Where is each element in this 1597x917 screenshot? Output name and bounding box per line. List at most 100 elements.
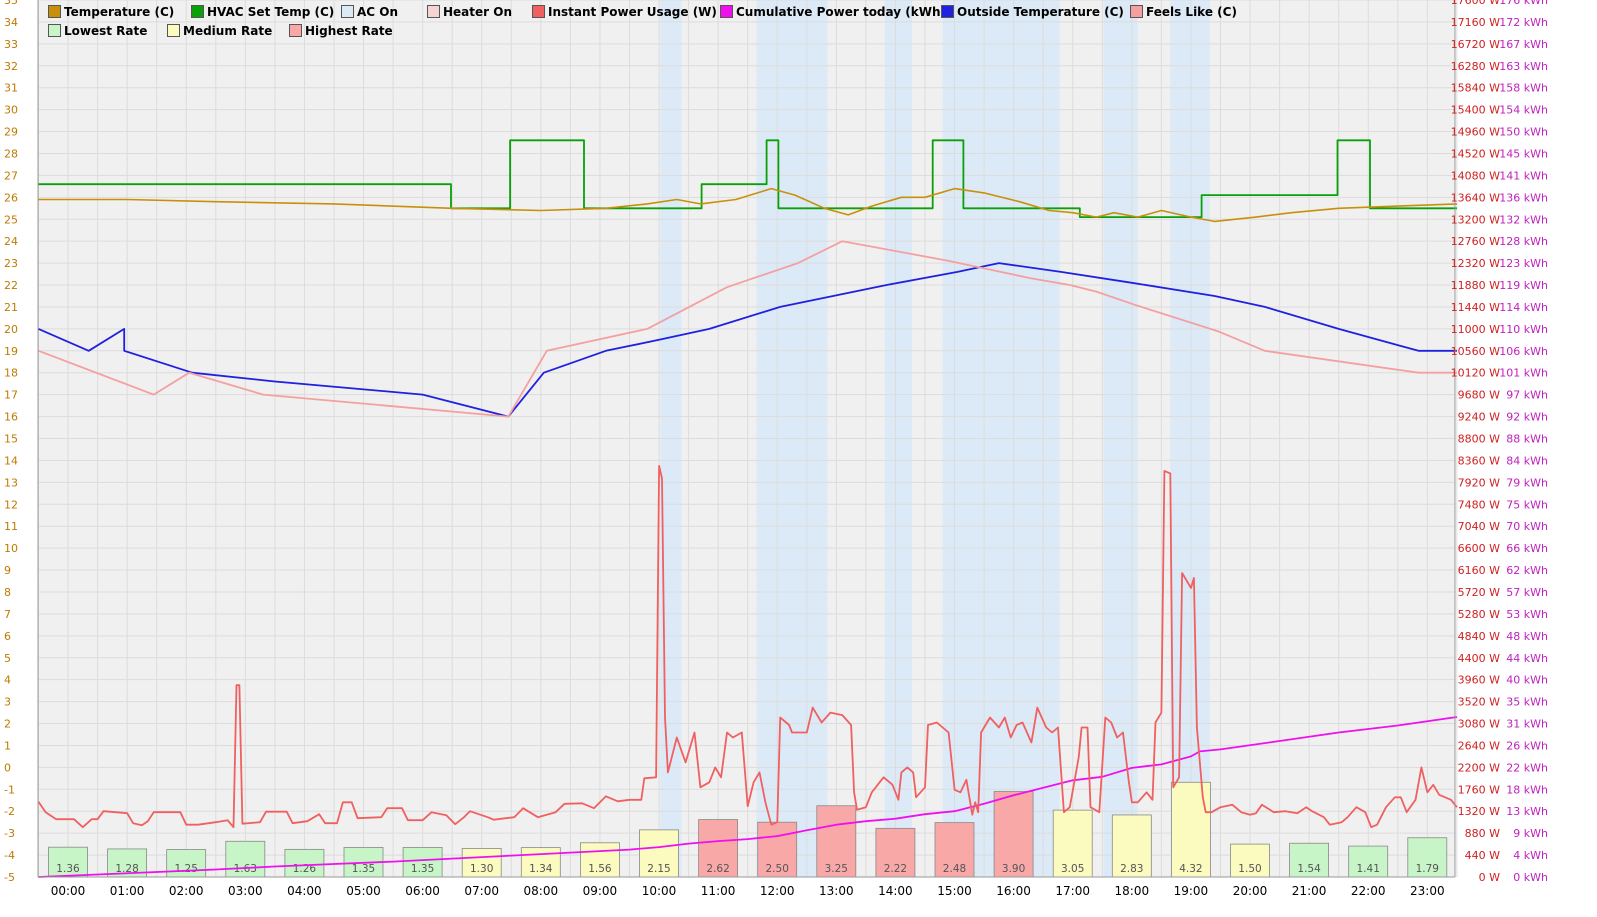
x-tick-label: 12:00 xyxy=(760,884,795,898)
right-watt-tick-label: 6600 W xyxy=(1458,542,1500,555)
right-watt-tick-label: 11000 W xyxy=(1451,323,1500,336)
x-tick-label: 23:00 xyxy=(1410,884,1445,898)
right-kwh-tick-label: 31 kWh xyxy=(1506,718,1548,731)
right-kwh-tick-label: 119 kWh xyxy=(1499,279,1548,292)
left-tick-label: 34 xyxy=(4,16,18,29)
legend-swatch xyxy=(191,5,204,18)
left-tick-label: 4 xyxy=(4,674,11,687)
left-tick-label: 12 xyxy=(4,498,18,511)
right-kwh-tick-label: 123 kWh xyxy=(1499,257,1548,270)
legend-item: Highest Rate xyxy=(289,22,393,40)
left-tick-label: 14 xyxy=(4,454,18,467)
legend-label: Cumulative Power today (kWh) xyxy=(736,5,946,19)
rate-bar xyxy=(520,847,561,878)
left-tick-label: 31 xyxy=(4,82,18,95)
right-kwh-tick-label: 22 kWh xyxy=(1506,761,1548,774)
left-tick-label: 15 xyxy=(4,433,18,446)
left-tick-label: 10 xyxy=(4,542,18,555)
rate-bar-labels: 1.36 1.28 1.25 1.63 1.26 1.35 1.35 1.30 1.34 1.56… xyxy=(56,863,1439,875)
left-tick-label: 18 xyxy=(4,367,18,380)
legend-item: Feels Like (C) xyxy=(1130,3,1237,21)
legend-swatch xyxy=(48,24,61,37)
rate-bar-label: 2.62 xyxy=(706,863,729,875)
rate-bar xyxy=(284,848,325,878)
right-watt-tick-label: 13640 W xyxy=(1451,191,1500,204)
rate-bar xyxy=(639,829,679,878)
x-tick-label: 17:00 xyxy=(1055,884,1090,898)
left-tick-label: 25 xyxy=(4,213,18,226)
right-kwh-tick-label: 48 kWh xyxy=(1506,630,1548,643)
right-watt-tick-label: 4400 W xyxy=(1458,652,1500,665)
series-line xyxy=(38,716,1458,878)
rate-bar-label: 1.79 xyxy=(1416,863,1439,875)
right-watt-tick-label: 8800 W xyxy=(1458,433,1500,446)
left-tick-label: 23 xyxy=(4,257,18,270)
x-tick-label: 15:00 xyxy=(937,884,972,898)
legend-swatch xyxy=(289,24,302,37)
left-tick-label: 1 xyxy=(4,739,11,752)
right-watt-tick-label: 13200 W xyxy=(1451,213,1500,226)
left-tick-label: 8 xyxy=(4,586,11,599)
right-watt-tick-label: 10120 W xyxy=(1451,367,1500,380)
right-watt-tick-label: 4840 W xyxy=(1458,630,1500,643)
right-watt-tick-label: 3960 W xyxy=(1458,674,1500,687)
rate-bar xyxy=(461,848,502,878)
right-kwh-tick-label: 57 kWh xyxy=(1506,586,1548,599)
legend-swatch xyxy=(427,5,440,18)
x-tick-label: 04:00 xyxy=(287,884,322,898)
rate-bar xyxy=(1348,845,1389,878)
legend-item: AC On xyxy=(341,3,398,21)
left-tick-label: 26 xyxy=(4,191,18,204)
rate-bar-label: 3.05 xyxy=(1061,863,1084,875)
right-watt-tick-label: 15400 W xyxy=(1451,104,1500,117)
legend-item: Temperature (C) xyxy=(48,3,174,21)
legend-swatch xyxy=(941,5,954,18)
x-tick-label: 05:00 xyxy=(346,884,381,898)
rate-bar xyxy=(166,849,207,878)
right-watt-tick-label: 5720 W xyxy=(1458,586,1500,599)
rate-bar-label: 1.30 xyxy=(470,863,493,875)
left-tick-label: 6 xyxy=(4,630,11,643)
rate-bar-label: 1.56 xyxy=(588,863,612,875)
right-watt-tick-label: 3520 W xyxy=(1458,696,1500,709)
right-watt-tick-label: 880 W xyxy=(1465,827,1500,840)
x-tick-label: 11:00 xyxy=(701,884,736,898)
rate-bar-label: 3.90 xyxy=(1002,863,1025,875)
right-kwh-tick-label: 97 kWh xyxy=(1506,389,1548,402)
legend-label: AC On xyxy=(357,5,399,19)
right-kwh-tick-label: 158 kWh xyxy=(1499,82,1548,95)
legend-label: Lowest Rate xyxy=(64,24,148,38)
legend-item: Instant Power Usage (W) xyxy=(532,3,717,21)
left-tick-label: 20 xyxy=(4,323,18,336)
legend-label: Heater On xyxy=(443,5,512,19)
legend-swatch xyxy=(167,24,180,37)
right-kwh-tick-label: 154 kWh xyxy=(1499,104,1548,117)
rate-bar xyxy=(580,842,620,878)
legend-label: Highest Rate xyxy=(305,24,393,38)
x-tick-label: 08:00 xyxy=(524,884,559,898)
right-kwh-tick-label: 92 kWh xyxy=(1506,411,1548,424)
rate-bar-label: 1.35 xyxy=(411,863,434,875)
left-tick-label: 22 xyxy=(4,279,18,292)
legend-swatch xyxy=(341,5,354,18)
right-watt-tick-label: 0 W xyxy=(1479,871,1500,884)
rate-bar-label: 2.83 xyxy=(1120,863,1143,875)
left-tick-label: 29 xyxy=(4,126,18,139)
rate-bar-label: 1.36 xyxy=(56,863,80,875)
right-kwh-tick-label: 44 kWh xyxy=(1506,652,1548,665)
right-watt-tick-label: 15840 W xyxy=(1451,82,1500,95)
right-watt-tick-label: 14080 W xyxy=(1451,169,1500,182)
x-tick-label: 22:00 xyxy=(1351,884,1386,898)
rate-bar-label: 2.48 xyxy=(943,863,966,875)
legend-label: Medium Rate xyxy=(183,24,273,38)
left-tick-label: 11 xyxy=(4,520,18,533)
x-tick-label: 00:00 xyxy=(51,884,86,898)
right-watt-tick-label: 2200 W xyxy=(1458,761,1500,774)
right-watt-tick-label: 440 W xyxy=(1465,849,1500,862)
left-tick-label: 21 xyxy=(4,301,18,314)
legend-label: HVAC Set Temp (C) xyxy=(207,5,335,19)
rate-bar xyxy=(48,846,88,878)
right-kwh-tick-label: 132 kWh xyxy=(1499,213,1548,226)
x-tick-label: 20:00 xyxy=(1233,884,1268,898)
rate-bar xyxy=(225,840,266,878)
